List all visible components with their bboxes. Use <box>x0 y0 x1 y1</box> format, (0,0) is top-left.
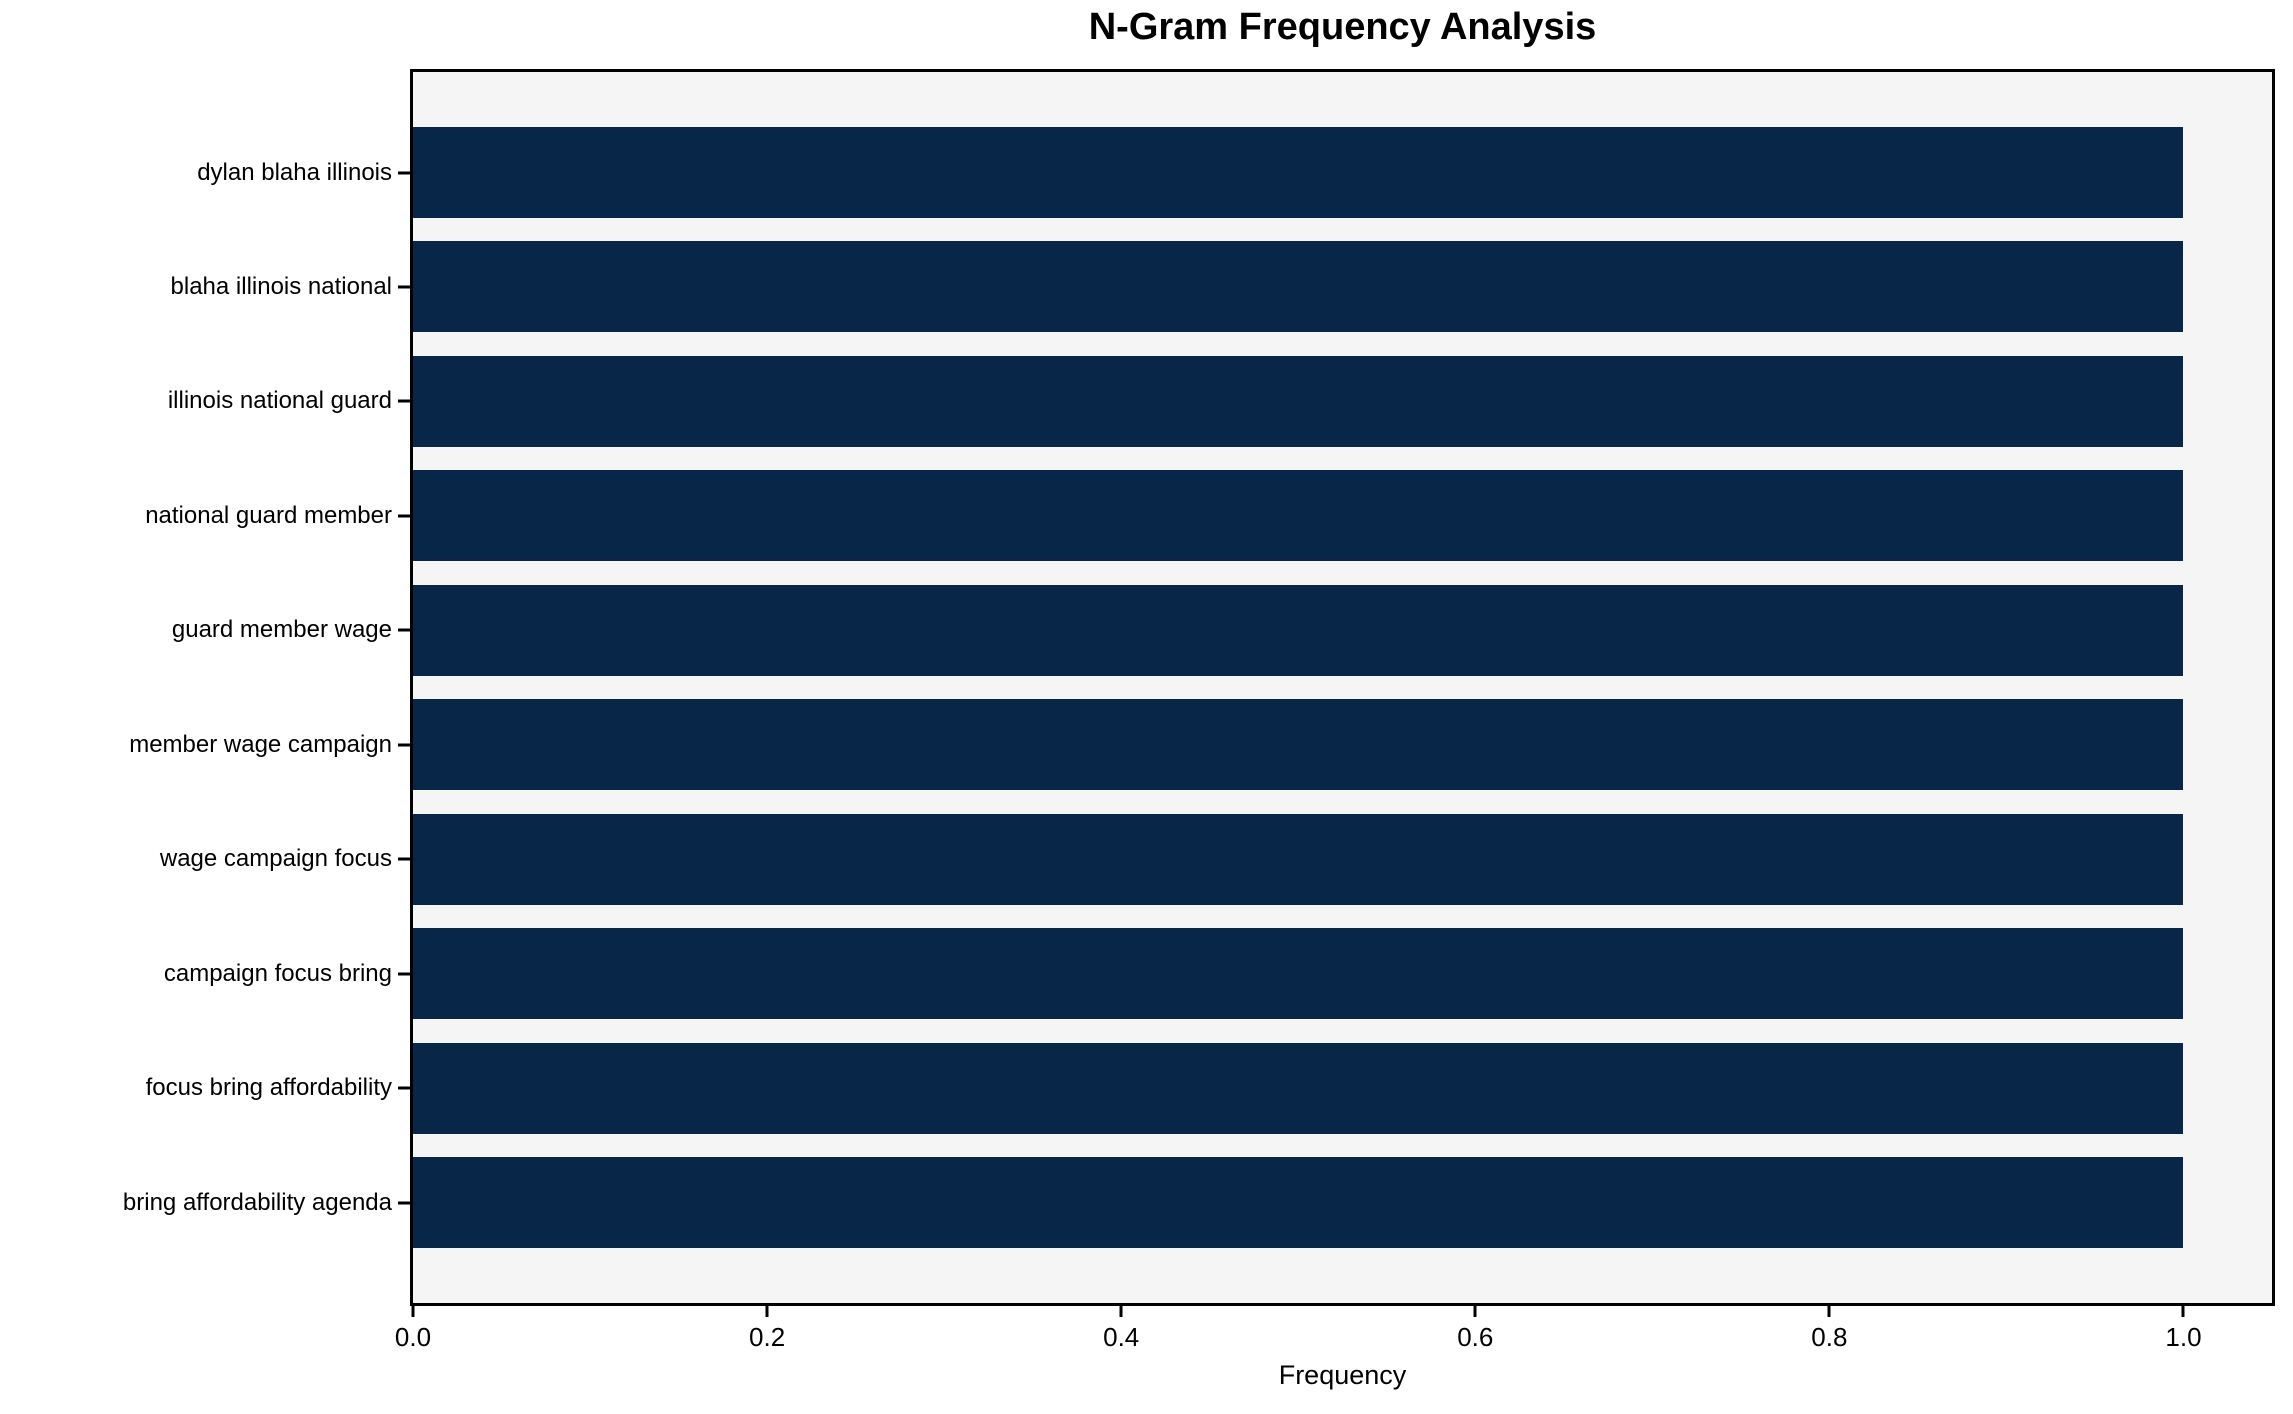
x-tick-mark <box>411 1306 415 1317</box>
plot-area <box>410 69 2275 1306</box>
y-tick-mark <box>398 514 410 518</box>
bar <box>413 813 2184 905</box>
y-tick-mark <box>398 1086 410 1090</box>
y-tick-mark <box>398 1201 410 1204</box>
x-tick-label: 0.8 <box>1811 1322 1848 1352</box>
y-tick-mark <box>398 743 410 747</box>
bar <box>413 470 2184 562</box>
y-tick-mark <box>398 171 410 174</box>
y-tick-label: guard member wage <box>171 616 392 644</box>
bar <box>413 584 2184 676</box>
x-tick-label: 1.0 <box>2165 1322 2202 1352</box>
x-tick-mark <box>1827 1306 1831 1317</box>
bar-row <box>413 1156 2272 1248</box>
bar <box>413 1042 2184 1134</box>
y-tick-label: member wage campaign <box>129 730 392 758</box>
chart-title: N-Gram Frequency Analysis <box>1088 6 1597 48</box>
y-tick-label: campaign focus bring <box>163 959 392 987</box>
x-tick-label: 0.6 <box>1457 1322 1494 1352</box>
x-tick-mark <box>2181 1306 2185 1317</box>
y-tick-mark <box>398 399 410 403</box>
bar-row <box>413 699 2272 791</box>
y-tick-label: blaha illinois national <box>170 272 392 300</box>
y-tick-label: wage campaign focus <box>159 845 392 873</box>
y-tick-mark <box>398 285 410 289</box>
bar-row <box>413 584 2272 676</box>
x-tick-mark <box>765 1306 769 1317</box>
x-tick-label: 0.2 <box>749 1322 786 1352</box>
bar <box>413 241 2184 333</box>
bar <box>413 928 2184 1020</box>
x-axis-label: Frequency <box>1278 1360 1407 1390</box>
y-tick-label: national guard member <box>145 501 392 529</box>
y-tick-label: dylan blaha illinois <box>197 158 392 186</box>
bar-row <box>413 355 2272 447</box>
x-tick-label: 0.0 <box>394 1322 432 1352</box>
x-tick-mark <box>1473 1306 1477 1317</box>
bar <box>413 1156 2184 1248</box>
bar-row <box>413 470 2272 562</box>
y-tick-mark <box>398 628 410 632</box>
bar <box>413 699 2184 791</box>
y-tick-label: illinois national guard <box>167 387 392 415</box>
bar-row <box>413 241 2272 333</box>
x-tick-label: 0.4 <box>1103 1322 1140 1352</box>
bar <box>413 355 2184 447</box>
bar <box>413 127 2184 218</box>
y-tick-mark <box>398 857 410 861</box>
y-tick-label: focus bring affordability <box>145 1074 392 1102</box>
bar-row <box>413 1042 2272 1134</box>
bar-row <box>413 127 2272 218</box>
bar-row <box>413 928 2272 1020</box>
y-tick-mark <box>398 972 410 976</box>
x-tick-mark <box>1119 1306 1123 1317</box>
y-tick-label: bring affordability agenda <box>122 1188 392 1216</box>
bar-row <box>413 813 2272 905</box>
